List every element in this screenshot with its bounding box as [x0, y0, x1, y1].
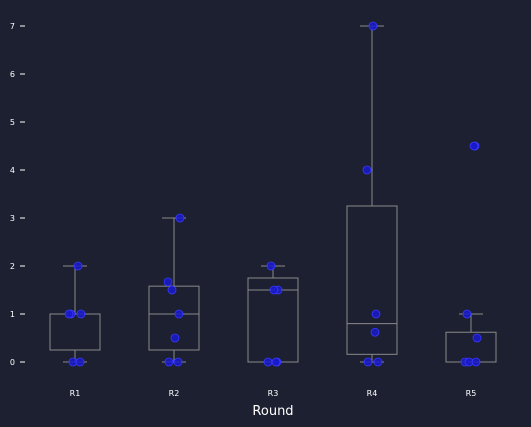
- data-point-R4: [368, 21, 378, 31]
- y-tick-label: 3: [10, 214, 15, 223]
- y-tick-label: 7: [10, 22, 15, 31]
- y-tick-label: 4: [10, 166, 15, 175]
- data-point-R4: [363, 357, 373, 367]
- y-tick-label: 2: [10, 262, 15, 271]
- data-point-R4: [370, 327, 380, 337]
- data-point-R5: [472, 333, 482, 343]
- y-tick-label: 6: [10, 70, 15, 79]
- data-point-R4: [362, 165, 372, 175]
- x-tick-label: R1: [70, 389, 81, 398]
- data-point-R1: [64, 309, 74, 319]
- box-R3: [247, 265, 299, 363]
- x-tick-label: R2: [169, 389, 180, 398]
- data-point-R2: [175, 213, 185, 223]
- data-point-R1: [75, 357, 85, 367]
- data-point-R3: [269, 285, 279, 295]
- data-point-R2: [167, 285, 177, 295]
- data-point-R3: [263, 357, 273, 367]
- data-point-R5: [471, 357, 481, 367]
- box-body: [49, 313, 101, 351]
- boxes-layer: [49, 25, 497, 363]
- box-body: [445, 331, 497, 363]
- box-body: [346, 205, 398, 355]
- data-point-R3: [271, 357, 281, 367]
- box-R5: [445, 313, 497, 363]
- box-R4: [346, 25, 398, 363]
- data-point-R2: [164, 357, 174, 367]
- data-point-R5: [462, 309, 472, 319]
- data-point-R3: [266, 261, 276, 271]
- data-point-R2: [174, 309, 184, 319]
- y-tick-label: 0: [10, 358, 15, 367]
- x-axis-title: Round: [252, 404, 293, 419]
- data-point-R2: [173, 357, 183, 367]
- data-point-R2: [170, 333, 180, 343]
- x-tick-label: R3: [268, 389, 279, 398]
- x-axis: R1 R2 R3 R4 R5: [70, 389, 477, 398]
- data-point-R4: [373, 357, 383, 367]
- data-point-R5: [469, 141, 479, 151]
- data-point-R1: [76, 309, 86, 319]
- points-layer: [64, 21, 482, 367]
- data-point-R1: [73, 261, 83, 271]
- y-tick-label: 5: [10, 118, 15, 127]
- data-point-R2: [163, 277, 173, 287]
- y-axis: 0 1 2 3 4 5 6 7: [10, 22, 25, 367]
- x-tick-label: R4: [367, 389, 378, 398]
- y-tick-label: 1: [10, 310, 15, 319]
- data-point-R4: [371, 309, 381, 319]
- x-tick-label: R5: [466, 389, 477, 398]
